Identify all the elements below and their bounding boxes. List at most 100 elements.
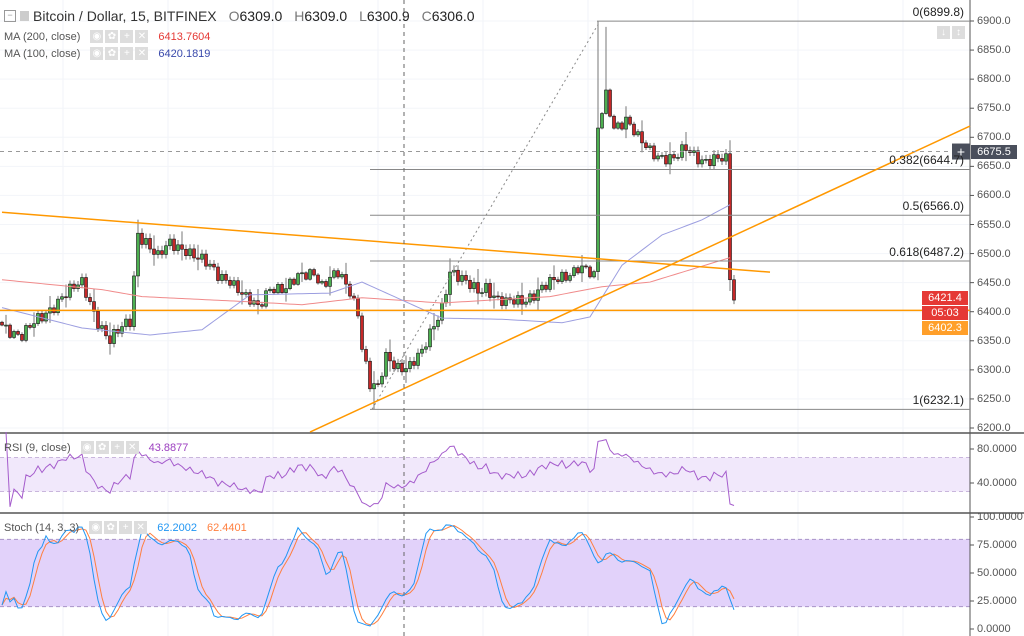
price-tick-label: 6600.0 <box>977 189 1011 202</box>
plus-icon[interactable]: + <box>119 521 133 534</box>
eye-icon[interactable]: ◉ <box>90 30 104 43</box>
candle <box>412 361 416 366</box>
price-tick-label: 6700.0 <box>977 131 1011 144</box>
price-tick-label: 6350.0 <box>977 334 1011 347</box>
stoch-tick-label: 25.0000 <box>977 595 1017 607</box>
stoch-label[interactable]: Stoch (14, 3, 3) <box>4 521 80 534</box>
close-icon[interactable]: ✕ <box>135 30 149 43</box>
candle <box>636 131 640 136</box>
ma200-label[interactable]: MA (200, close) <box>4 30 81 43</box>
candle <box>56 298 60 314</box>
stoch-tick-label: 75.0000 <box>977 539 1017 551</box>
candle <box>424 346 428 350</box>
candle <box>380 375 384 385</box>
ma100-label[interactable]: MA (100, close) <box>4 47 81 60</box>
candle <box>344 274 348 285</box>
candle <box>624 116 628 130</box>
plus-icon[interactable]: + <box>120 47 134 60</box>
candle <box>468 279 472 289</box>
price-tick-label: 6200.0 <box>977 422 1011 434</box>
gear-icon[interactable]: ✿ <box>104 521 118 534</box>
symbol-title[interactable]: Bitcoin / Dollar, 15, BITFINEX <box>33 8 217 24</box>
candle <box>664 155 668 165</box>
trendline <box>1 211 771 273</box>
candle <box>356 297 360 317</box>
candle <box>672 154 676 159</box>
price-tick-label: 6250.0 <box>977 392 1011 405</box>
candle <box>68 283 72 298</box>
candle <box>416 352 420 366</box>
candle <box>536 289 540 301</box>
stoch-legend: Stoch (14, 3, 3) ◉ ✿ + ✕ 62.2002 62.4401 <box>4 521 247 534</box>
eye-icon[interactable]: ◉ <box>80 441 94 454</box>
candle <box>524 301 528 305</box>
plus-icon[interactable]: + <box>110 441 124 454</box>
fib-level-label: 0(6899.8) <box>912 5 964 20</box>
candle <box>308 269 312 280</box>
price-tick-label: 6500.0 <box>977 247 1011 260</box>
candle <box>376 383 380 385</box>
candle <box>112 329 116 344</box>
ohlc-values: O6309.0 H6309.0 L6300.9 C6306.0 <box>228 8 475 24</box>
arrows-vertical-icon[interactable]: ↕ <box>952 26 965 39</box>
candle <box>236 280 240 293</box>
fib-trend-line <box>371 20 601 410</box>
candle <box>292 278 296 285</box>
candle <box>120 326 124 334</box>
collapse-icon[interactable]: − <box>4 10 16 22</box>
candle <box>188 248 192 256</box>
candle <box>600 113 604 129</box>
candle <box>328 276 332 287</box>
stoch-d-line <box>1 525 735 626</box>
eye-icon[interactable]: ◉ <box>90 47 104 60</box>
gear-icon[interactable]: ✿ <box>95 441 109 454</box>
arrow-down-icon[interactable]: ↓ <box>937 26 950 39</box>
candle <box>388 352 392 362</box>
ma100-value: 6420.1819 <box>158 47 211 60</box>
candle <box>152 248 156 255</box>
candle <box>408 361 412 369</box>
candle <box>620 122 624 130</box>
candle <box>176 244 180 251</box>
open-value: 6309.0 <box>239 8 283 24</box>
candle <box>100 325 104 329</box>
gear-icon[interactable]: ✿ <box>105 47 119 60</box>
candle <box>552 277 556 281</box>
candle <box>268 288 272 292</box>
price-tick-label: 6400.0 <box>977 305 1011 318</box>
candle <box>296 273 300 285</box>
candle <box>496 295 500 298</box>
candle <box>436 319 440 327</box>
candle <box>596 127 600 272</box>
candle <box>728 153 732 281</box>
eye-icon[interactable]: ◉ <box>89 521 103 534</box>
candle <box>568 275 572 281</box>
price-tag: 6402.3 <box>922 321 968 335</box>
candle <box>108 335 112 344</box>
candle <box>564 271 568 281</box>
candle <box>632 123 636 136</box>
rsi-label[interactable]: RSI (9, close) <box>4 441 71 454</box>
candle <box>60 296 64 300</box>
candle <box>732 279 736 301</box>
candle <box>200 253 204 260</box>
close-icon[interactable]: ✕ <box>135 47 149 60</box>
gear-icon[interactable]: ✿ <box>105 30 119 43</box>
candle <box>336 270 340 278</box>
price-tick-label: 6900.0 <box>977 15 1011 27</box>
candle <box>504 297 508 306</box>
candle <box>628 116 632 125</box>
candle <box>276 284 280 294</box>
candle <box>448 271 452 295</box>
close-icon[interactable]: ✕ <box>125 441 139 454</box>
candle <box>8 324 12 338</box>
candle <box>540 284 544 291</box>
candle <box>144 238 148 245</box>
close-value: 6306.0 <box>431 8 475 24</box>
flag-icon[interactable] <box>20 11 29 21</box>
plus-icon[interactable]: + <box>120 30 134 43</box>
candle <box>272 288 276 294</box>
candle <box>420 348 424 354</box>
close-icon[interactable]: ✕ <box>134 521 148 534</box>
